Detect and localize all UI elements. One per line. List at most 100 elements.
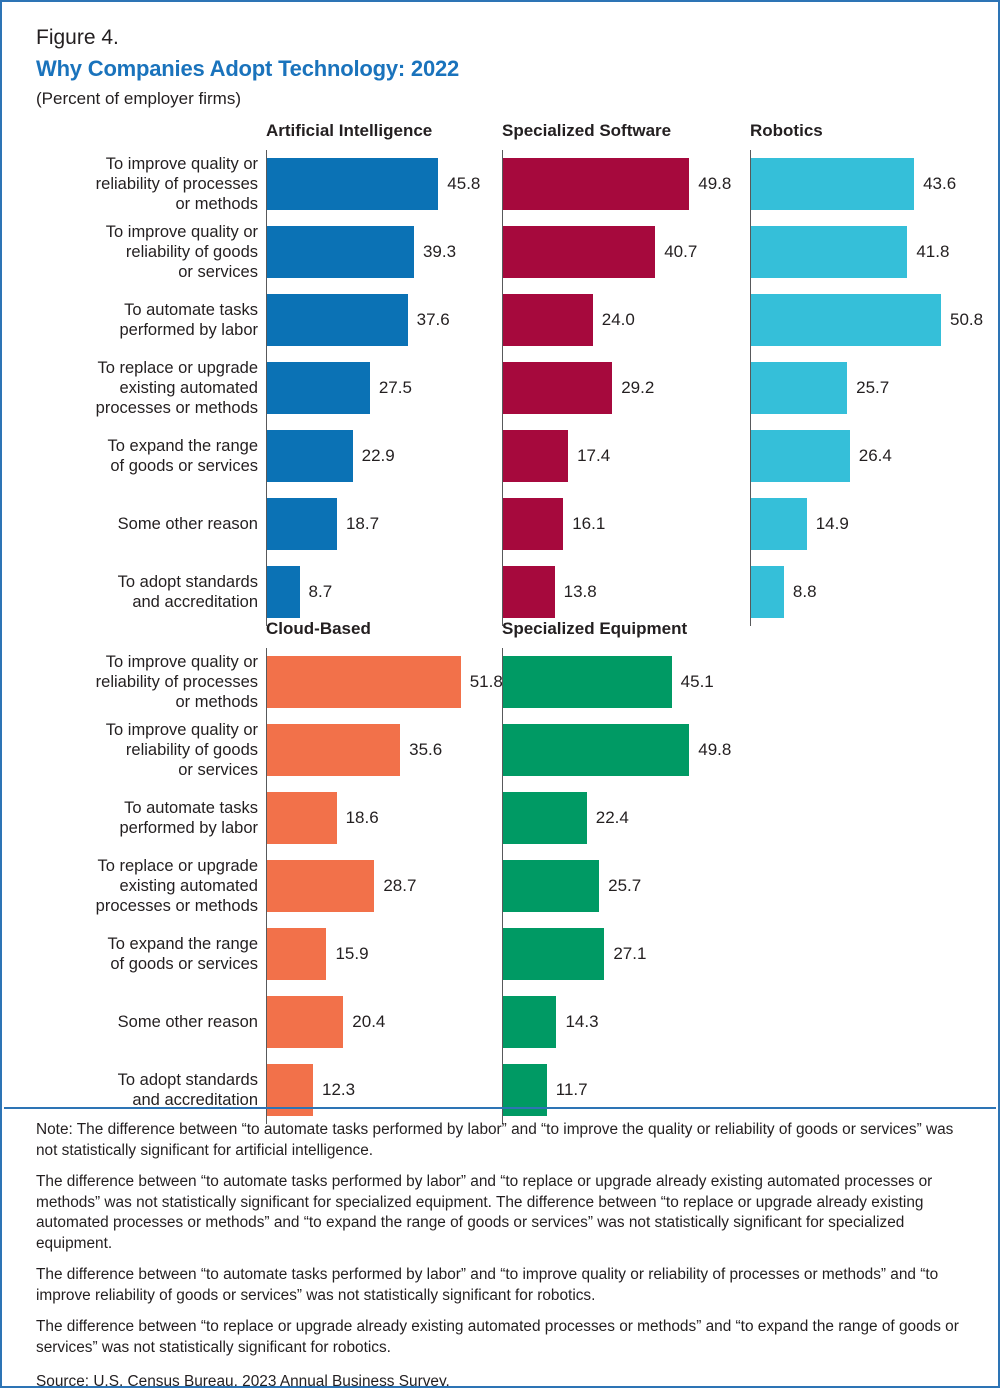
category-label: To replace or upgrade existing automated p…	[36, 354, 266, 422]
panel-plot-area: 43.6 41.8 50.8 25.7 26.4 14.9 8.8	[750, 150, 983, 626]
bar[interactable]	[503, 724, 690, 776]
bar-row: 39.3	[267, 218, 456, 286]
category-label-line: processes or methods	[95, 399, 258, 417]
bar-row: 8.7	[267, 558, 432, 626]
bar[interactable]	[267, 928, 327, 980]
category-label-line: To improve quality or	[105, 653, 258, 671]
bar-row: 17.4	[503, 422, 671, 490]
bar-row: 22.9	[267, 422, 432, 490]
bar[interactable]	[751, 294, 941, 346]
bar[interactable]	[751, 158, 915, 210]
bar[interactable]	[267, 860, 375, 912]
bar-value-label: 13.8	[563, 582, 597, 601]
bar[interactable]	[267, 226, 414, 278]
bar[interactable]	[267, 158, 439, 210]
bar-value-label: 15.9	[335, 944, 369, 963]
category-label-line: of goods or services	[110, 955, 258, 973]
bar-value-label: 50.8	[949, 310, 984, 329]
bar-value-label: 45.8	[447, 174, 481, 193]
category-label: To improve quality or reliability of good…	[36, 716, 266, 784]
category-label: To automate tasks performed by labor	[36, 784, 266, 852]
bar-row: 43.6	[751, 150, 956, 218]
bar-row: 25.7	[751, 354, 889, 422]
panel-title: Specialized Equipment	[502, 619, 688, 638]
bar-row: 20.4	[267, 988, 385, 1056]
bar-row: 8.8	[751, 558, 823, 626]
bar[interactable]	[503, 362, 613, 414]
bar-value-label: 25.7	[856, 378, 890, 397]
bar[interactable]	[503, 860, 600, 912]
category-label-line: processes or methods	[95, 897, 258, 915]
bar-row: 12.3	[267, 1056, 371, 1124]
category-label-line: and accreditation	[132, 1091, 258, 1109]
bar[interactable]	[503, 566, 555, 618]
bar[interactable]	[503, 996, 557, 1048]
category-label-line: existing automated	[119, 877, 258, 895]
bar-value-label: 18.7	[345, 514, 380, 533]
bar[interactable]	[267, 498, 337, 550]
bar[interactable]	[267, 566, 300, 618]
panel-title: Specialized Software	[502, 121, 672, 140]
bar-row: 35.6	[267, 716, 442, 784]
category-label: To adopt standards and accreditation	[36, 558, 266, 626]
bar[interactable]	[751, 498, 807, 550]
panel-title: Robotics	[750, 121, 823, 140]
bar-row: 14.9	[751, 490, 849, 558]
category-label-line: To improve quality or	[105, 721, 258, 739]
bar-row: 45.1	[503, 648, 714, 716]
bar-row: 11.7	[503, 1056, 687, 1124]
bar-value-label: 26.4	[858, 446, 892, 465]
bar-row: 41.8	[751, 218, 949, 286]
category-label-line: reliability of goods	[125, 243, 258, 261]
bar-value-label: 16.1	[572, 514, 606, 533]
category-label-line: To automate tasks	[124, 301, 258, 319]
bar[interactable]	[503, 792, 587, 844]
bar[interactable]	[503, 430, 569, 482]
bar-row: 14.3	[503, 988, 687, 1056]
bar-value-label: 51.8	[469, 672, 503, 691]
panel-title: Cloud-Based	[266, 619, 371, 638]
bar[interactable]	[267, 996, 344, 1048]
panel-plot-area: 51.8 35.6 18.6 28.7 15.9 20.4 12.3	[266, 648, 503, 1124]
bar[interactable]	[503, 226, 656, 278]
bar[interactable]	[751, 362, 848, 414]
category-label: Some other reason	[36, 490, 266, 558]
panel-plot-area: 45.8 39.3 37.6 27.5 22.9 18.7 8.7	[266, 150, 480, 626]
bar[interactable]	[751, 566, 784, 618]
panel-title: Artificial Intelligence	[266, 121, 433, 140]
bar[interactable]	[267, 294, 408, 346]
bar-row: 37.6	[267, 286, 450, 354]
bar[interactable]	[751, 226, 908, 278]
bar[interactable]	[503, 498, 564, 550]
figure-number: Figure 4.	[36, 26, 119, 49]
bar-row: 29.2	[503, 354, 671, 422]
bar[interactable]	[503, 656, 672, 708]
bar[interactable]	[267, 362, 370, 414]
bar[interactable]	[267, 430, 353, 482]
bar-row: 27.5	[267, 354, 432, 422]
bar[interactable]	[267, 792, 337, 844]
bar[interactable]	[503, 928, 605, 980]
bar-value-label: 27.1	[613, 944, 647, 963]
bar[interactable]	[267, 656, 461, 708]
category-label: To expand the range of goods or services	[36, 920, 266, 988]
bar-value-label: 37.6	[416, 310, 450, 329]
bar[interactable]	[503, 294, 593, 346]
source-line: Source: U.S. Census Bureau, 2023 Annual …	[36, 1373, 450, 1388]
bar-value-label: 39.3	[422, 242, 457, 261]
category-label-line: To adopt standards	[117, 1071, 258, 1089]
panel-plot-area: 49.8 40.7 24.0 29.2 17.4 16.1 13.8	[502, 150, 731, 626]
bar-row: 26.4	[751, 422, 892, 490]
bar-row: 49.8	[503, 150, 731, 218]
bar-row: 50.8	[751, 286, 983, 354]
category-label-line: To adopt standards	[117, 573, 258, 591]
category-label-line: existing automated	[119, 379, 258, 397]
panel-band-top: To improve quality or reliability of proc…	[2, 120, 998, 626]
bar[interactable]	[503, 158, 690, 210]
category-label: To improve quality or reliability of good…	[36, 218, 266, 286]
category-label-line: reliability of goods	[125, 741, 258, 759]
bar[interactable]	[267, 724, 401, 776]
note-paragraph: The difference between “to automate task…	[36, 1173, 933, 1252]
bar[interactable]	[751, 430, 850, 482]
category-label-line: of goods or services	[110, 457, 258, 475]
